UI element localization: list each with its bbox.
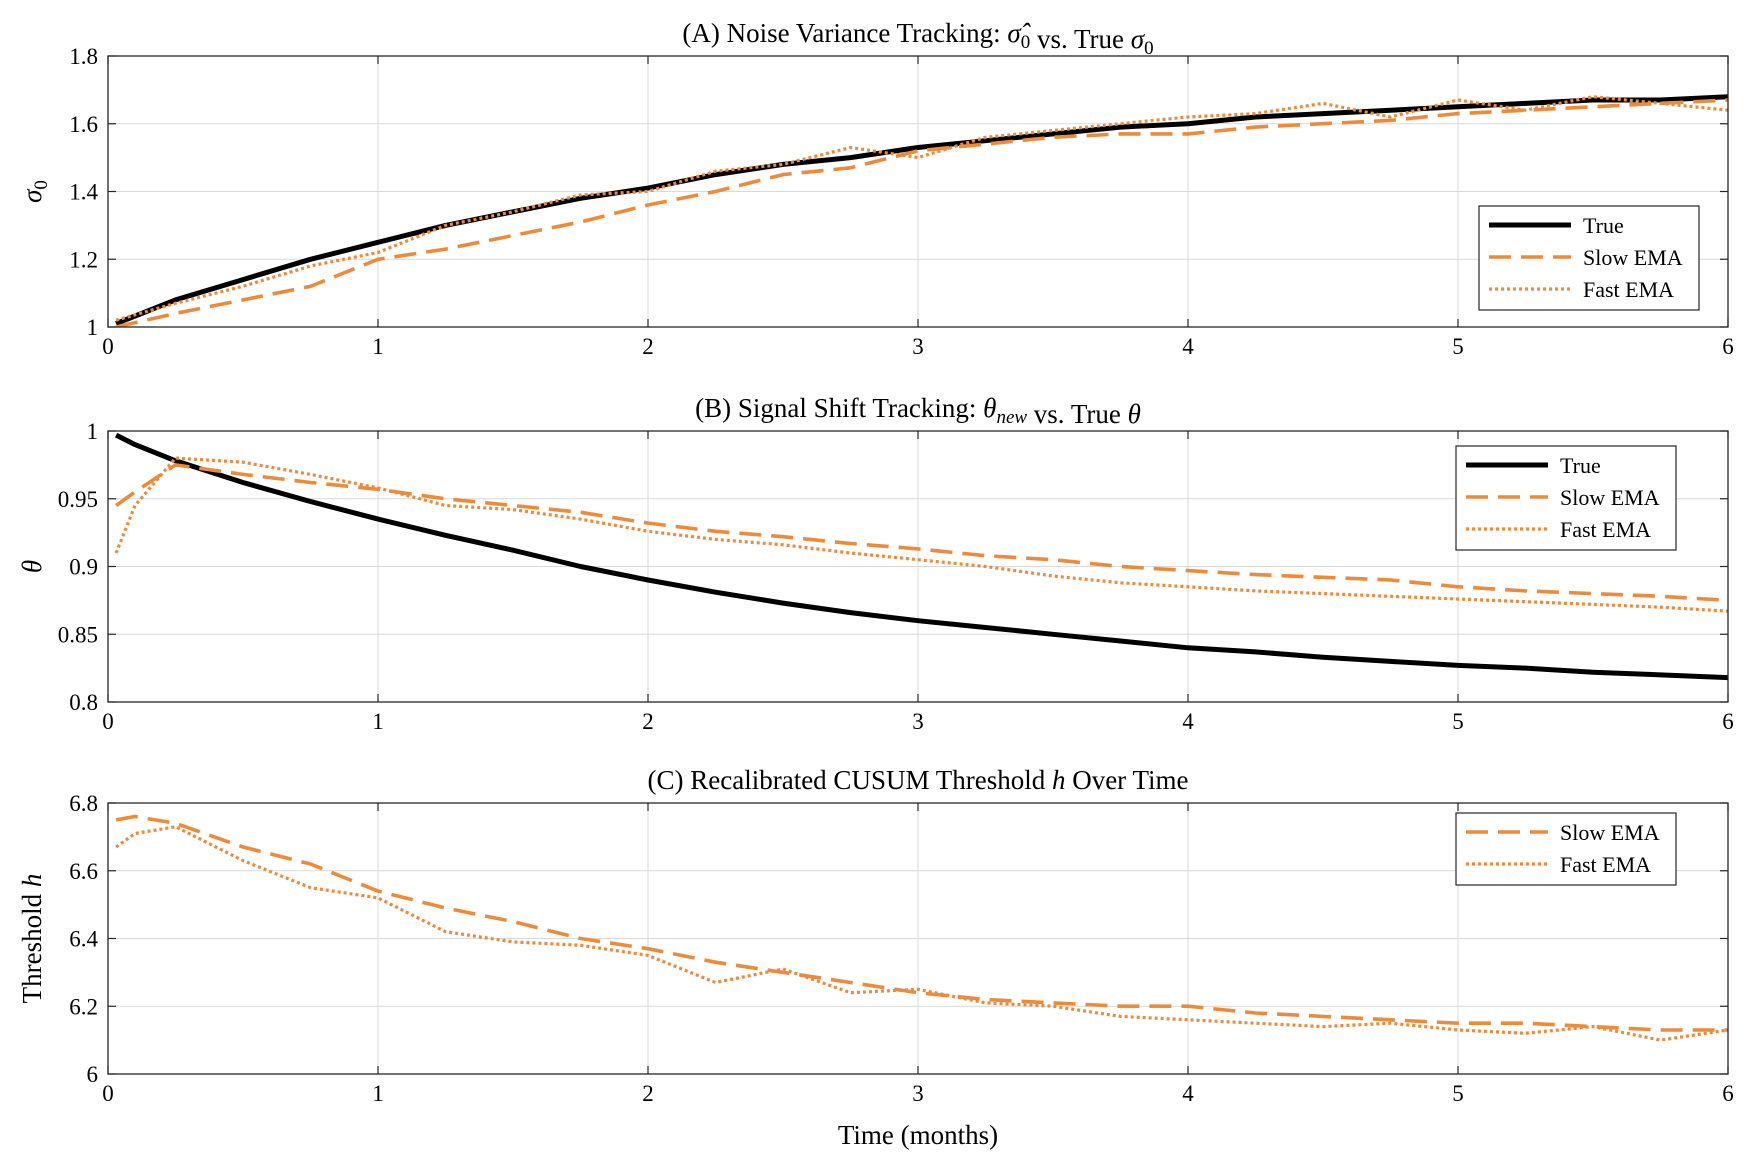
x-tick-label: 3 [912,1081,924,1106]
legend-label: Slow EMA [1560,485,1660,510]
panel-title: (C) Recalibrated CUSUM Threshold h Over … [648,765,1189,795]
legend-frame [1455,812,1677,886]
x-tick-label: 1 [372,334,384,359]
title-part: (B) Signal Shift Tracking: [695,393,983,423]
series-line-true [114,432,1728,681]
y-tick-label: 6 [87,1062,99,1087]
panel-title: (B) Signal Shift Tracking: θnew vs. True… [695,393,1141,429]
panel-c: 0 1 2 3 4 5 6 6 6.2 6.4 6.6 6.8 (C) Recalibrated CUS… [17,765,1734,1150]
series-line-true [115,94,1728,326]
title-part: σ [1131,24,1146,54]
panel-b: 0 1 2 3 4 5 6 0.8 0.85 0.9 0.95 1 (B) Signal Shift T… [17,393,1734,734]
title-part: 0 [1021,32,1031,53]
series-line-slow-ema [115,463,1728,603]
y-tick-label: 0.9 [69,555,98,580]
title-part: 0 [1144,38,1154,59]
axes-frame [107,430,1729,703]
legend-label: Fast EMA [1560,852,1651,877]
x-tick-label: 4 [1182,709,1194,734]
ylabel-part: σ [17,188,47,203]
x-tick-label: 4 [1182,1081,1194,1106]
y-tick-label: 1 [87,315,99,340]
x-tick-label: 3 [912,709,924,734]
series-line-slow-ema [115,814,1728,1032]
x-tick-label: 5 [1452,334,1464,359]
legend-label: Fast EMA [1583,277,1674,302]
y-axis-label: Threshold h [17,874,47,1004]
axes-frame [107,55,1729,328]
series-line-fast-ema [115,95,1728,322]
x-tick-label: 2 [642,334,654,359]
y-tick-label: 6.6 [69,859,98,884]
x-tick-label: 3 [912,334,924,359]
axes-frame [107,802,1729,1075]
title-part: Over Time [1065,765,1188,795]
x-tick-label: 6 [1722,1081,1734,1106]
legend: Slow EMA Fast EMA [1455,812,1677,886]
y-axis-label: σ0 [17,180,52,203]
series-line-slow-ema [115,98,1728,327]
title-part: vs. True [1027,399,1128,429]
legend-label: Slow EMA [1560,820,1660,845]
title-part: θ [983,393,996,423]
x-tick-label: 6 [1722,709,1734,734]
x-tick-label: 1 [372,709,384,734]
x-tick-label: 0 [102,334,114,359]
x-tick-label: 2 [642,709,654,734]
y-tick-label: 1.8 [69,44,98,69]
legend-label: Fast EMA [1560,517,1651,542]
legend-label: True [1583,213,1624,238]
title-part: h [1052,765,1066,795]
y-tick-label: 0.85 [58,622,98,647]
y-tick-label: 1.4 [69,180,98,205]
x-tick-label: 5 [1452,709,1464,734]
x-tick-label: 0 [102,709,114,734]
ylabel-part: θ [17,560,47,573]
x-tick-label: 4 [1182,334,1194,359]
x-tick-label: 5 [1452,1081,1464,1106]
ylabel-part: Threshold [17,887,47,1003]
ylabel-part: 0 [31,180,52,190]
y-axis-label: θ [17,560,47,573]
x-tick-label: 1 [372,1081,384,1106]
x-tick-label: 0 [102,1081,114,1106]
y-tick-label: 6.8 [69,791,98,816]
y-tick-label: 1.6 [69,112,98,137]
y-tick-label: 0.95 [58,487,98,512]
x-axis-label: Time (months) [838,1120,998,1150]
series-line-fast-ema [115,825,1728,1042]
y-tick-label: 1.2 [69,247,98,272]
title-part: vs. True [1030,24,1131,54]
ylabel-part: h [17,874,47,888]
panel-title: (A) Noise Variance Tracking: σ̂0 vs. Tru… [682,18,1153,59]
title-part: new [996,407,1027,428]
legend: True Slow EMA Fast EMA [1455,445,1677,551]
title-part: (C) Recalibrated CUSUM Threshold [648,765,1052,795]
y-tick-label: 0.8 [69,690,98,715]
series-line-fast-ema [114,456,1728,613]
y-tick-label: 6.2 [69,994,98,1019]
y-tick-label: 1 [87,419,99,444]
x-tick-label: 2 [642,1081,654,1106]
x-tick-label: 6 [1722,334,1734,359]
title-part: θ [1128,399,1141,429]
legend-label: True [1560,453,1601,478]
legend-label: Slow EMA [1583,245,1683,270]
panel-a: 0 1 2 3 4 5 611.21.41.61.8(A) Noise Variance T… [17,18,1734,359]
legend: True Slow EMA Fast EMA [1478,205,1700,311]
y-tick-label: 6.4 [69,927,98,952]
title-part: (A) Noise Variance Tracking: [682,18,1007,48]
